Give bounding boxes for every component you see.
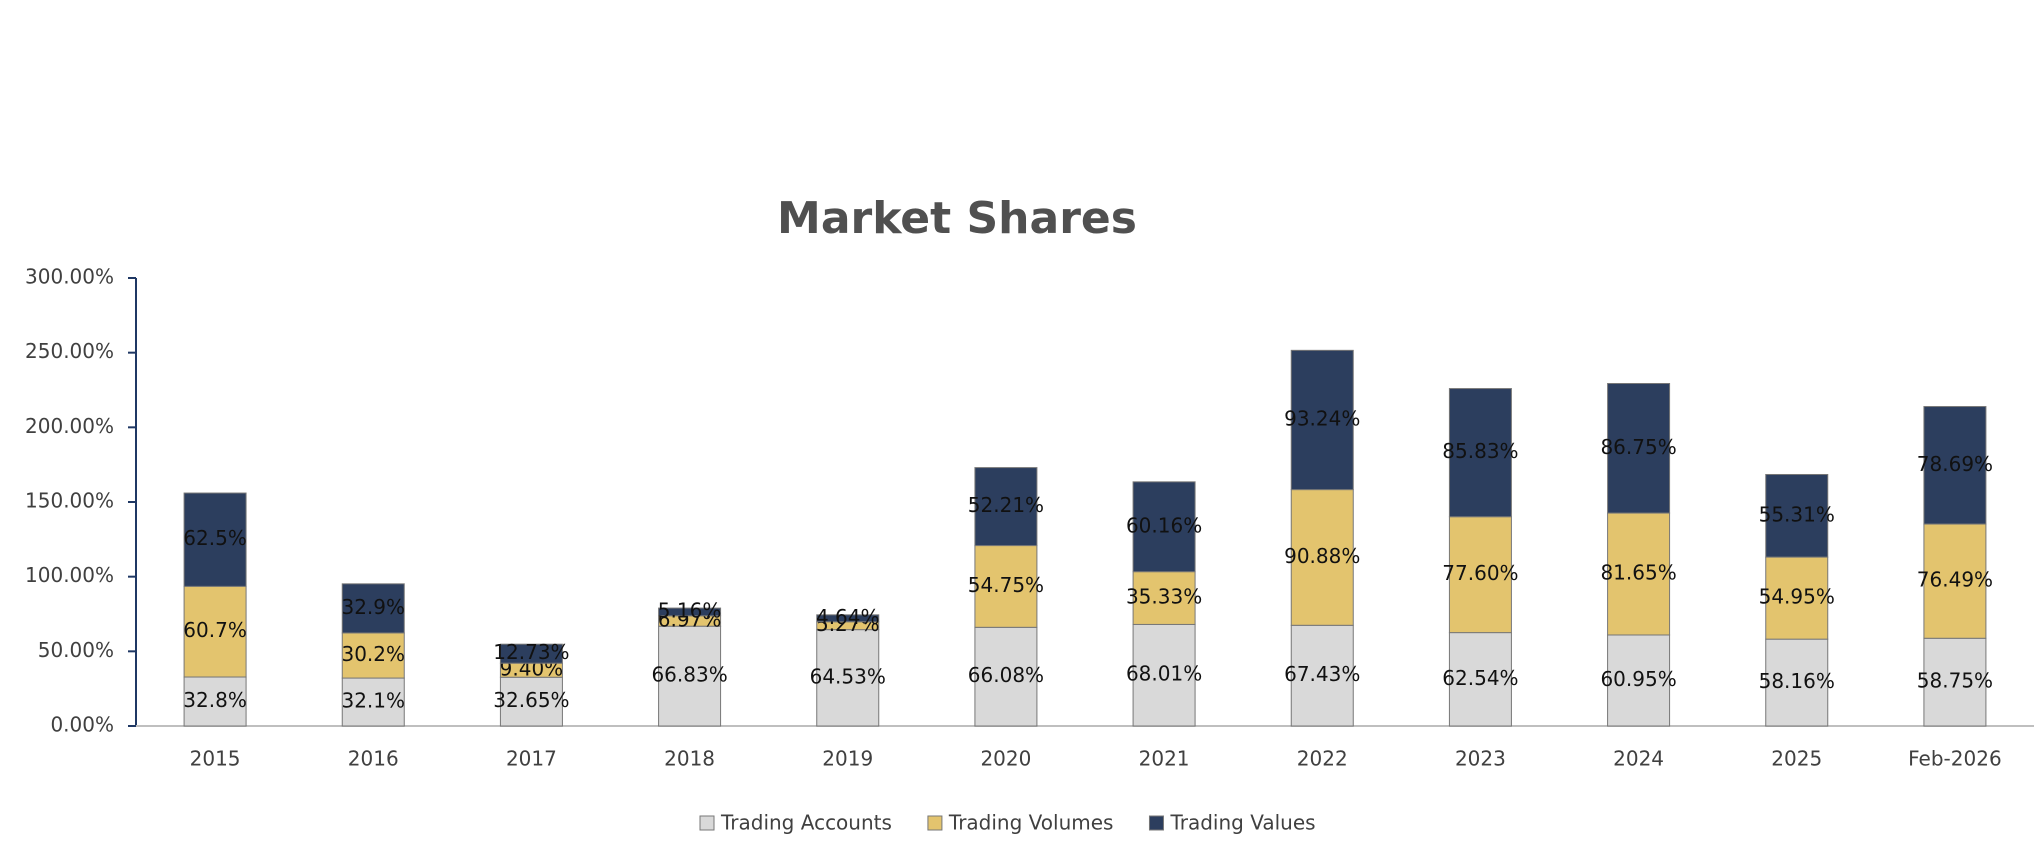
- bar-segment: [1290, 489, 1354, 626]
- data-label: 32.65%: [493, 688, 569, 712]
- bar-segment: [183, 492, 247, 587]
- y-tick-label: 250.00%: [25, 339, 114, 363]
- bar-segment: [1923, 637, 1987, 727]
- data-label: 66.08%: [968, 663, 1044, 687]
- x-tick-label: Feb-2026: [1908, 747, 2002, 771]
- y-tick-label: 200.00%: [25, 414, 114, 438]
- legend-swatch: [1148, 815, 1164, 831]
- bar-segment: [1290, 349, 1354, 491]
- bar-segment: [974, 467, 1038, 547]
- bar-segment: [1923, 406, 1987, 525]
- data-label: 86.75%: [1600, 435, 1676, 459]
- bar-segment: [816, 614, 880, 623]
- legend-swatch: [699, 815, 715, 831]
- y-tick-label: 0.00%: [50, 713, 114, 737]
- data-label: 12.73%: [493, 640, 569, 664]
- bar-segment: [1132, 623, 1196, 727]
- bar-segment: [1132, 571, 1196, 625]
- bar-segment: [658, 607, 722, 617]
- data-label: 60.7%: [183, 618, 247, 642]
- data-label: 54.75%: [968, 573, 1044, 597]
- bar-segment: [1448, 516, 1512, 634]
- bar-segment: [183, 676, 247, 727]
- bar-segment: [1765, 473, 1829, 558]
- data-label: 77.60%: [1442, 561, 1518, 585]
- x-tick-label: 2023: [1455, 747, 1506, 771]
- data-label: 64.53%: [810, 664, 886, 688]
- data-label: 81.65%: [1600, 561, 1676, 585]
- x-tick-label: 2021: [1139, 747, 1190, 771]
- x-tick-label: 2018: [664, 747, 715, 771]
- x-tick-label: 2020: [980, 747, 1031, 771]
- bar-segment: [658, 625, 722, 727]
- bar-segment: [1448, 388, 1512, 518]
- data-label: 67.43%: [1284, 662, 1360, 686]
- x-tick-label: 2022: [1297, 747, 1348, 771]
- bar-segment: [183, 585, 247, 678]
- data-label: 68.01%: [1126, 662, 1202, 686]
- legend-label: Trading Volumes: [948, 811, 1114, 835]
- y-tick-label: 50.00%: [38, 638, 114, 662]
- bar-segment: [1132, 481, 1196, 573]
- data-label: 54.95%: [1759, 585, 1835, 609]
- bar-segment: [816, 629, 880, 727]
- data-label: 5.16%: [658, 598, 722, 622]
- bar-segment: [1607, 512, 1671, 636]
- bar-segment: [1607, 634, 1671, 727]
- legend-swatch: [927, 815, 943, 831]
- legend-label: Trading Accounts: [720, 811, 892, 835]
- data-label: 78.69%: [1917, 452, 1993, 476]
- bar-segment: [1448, 632, 1512, 727]
- data-label: 58.75%: [1917, 669, 1993, 693]
- bar-segment: [1290, 624, 1354, 727]
- data-label: 55.31%: [1759, 502, 1835, 526]
- data-label: 93.24%: [1284, 406, 1360, 430]
- x-tick-label: 2025: [1771, 747, 1822, 771]
- data-label: 85.83%: [1442, 439, 1518, 463]
- bar-segment: [974, 626, 1038, 727]
- bar-segment: [341, 677, 405, 727]
- x-tick-label: 2019: [822, 747, 873, 771]
- data-label: 90.88%: [1284, 544, 1360, 568]
- bar-segment: [974, 545, 1038, 628]
- data-label: 62.5%: [183, 526, 247, 550]
- data-label: 58.16%: [1759, 669, 1835, 693]
- data-label: 52.21%: [968, 493, 1044, 517]
- chart-title: Market Shares: [777, 193, 1137, 244]
- data-label: 60.95%: [1600, 667, 1676, 691]
- y-tick-label: 100.00%: [25, 563, 114, 587]
- legend-label: Trading Values: [1169, 811, 1315, 835]
- data-label: 32.8%: [183, 688, 247, 712]
- x-tick-label: 2016: [348, 747, 399, 771]
- x-tick-label: 2017: [506, 747, 557, 771]
- x-tick-label: 2015: [190, 747, 241, 771]
- x-tick-label: 2024: [1613, 747, 1664, 771]
- bar-segment: [499, 643, 563, 664]
- data-label: 4.64%: [816, 605, 880, 629]
- data-label: 62.54%: [1442, 666, 1518, 690]
- bar-segment: [341, 583, 405, 634]
- data-label: 30.2%: [341, 642, 405, 666]
- bar-segment: [1607, 383, 1671, 514]
- data-label: 32.1%: [341, 689, 405, 713]
- data-label: 76.49%: [1917, 568, 1993, 592]
- data-label: 66.83%: [651, 663, 727, 687]
- data-label: 32.9%: [341, 595, 405, 619]
- bar-segment: [1923, 523, 1987, 639]
- bar-segment: [1765, 556, 1829, 640]
- y-tick-label: 150.00%: [25, 489, 114, 513]
- data-label: 60.16%: [1126, 513, 1202, 537]
- y-tick-label: 300.00%: [25, 265, 114, 289]
- data-label: 35.33%: [1126, 585, 1202, 609]
